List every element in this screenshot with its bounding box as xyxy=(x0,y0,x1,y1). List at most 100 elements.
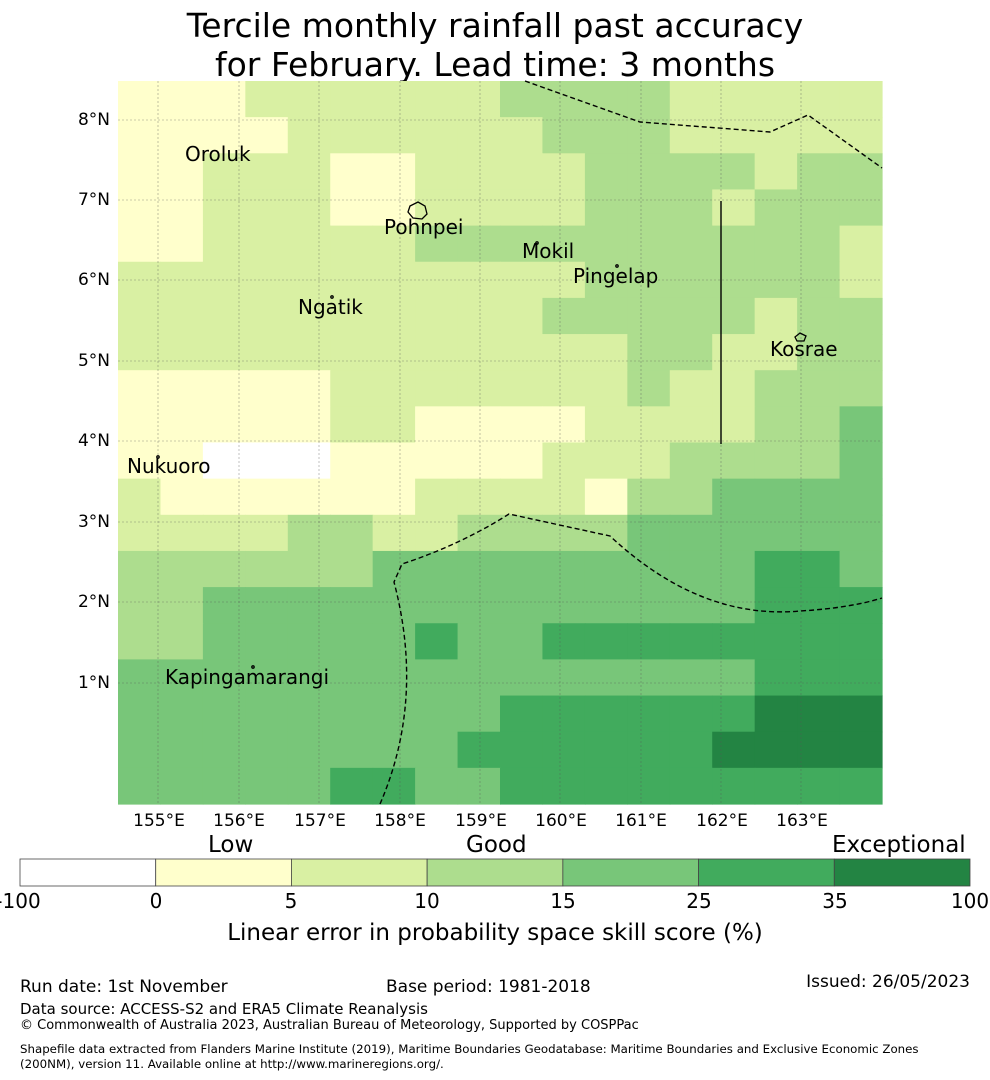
skill-cell xyxy=(118,370,162,407)
nukuoro-atoll xyxy=(156,455,160,459)
skill-cell xyxy=(287,153,331,191)
skill-cell xyxy=(202,370,246,407)
skill-cell xyxy=(754,695,798,733)
skill-cell xyxy=(712,406,756,444)
skill-cell xyxy=(839,587,883,624)
skill-cell xyxy=(287,478,331,516)
skill-cell xyxy=(415,659,459,697)
skill-cell xyxy=(415,297,459,335)
skill-cell xyxy=(712,767,756,805)
skill-cell xyxy=(118,695,162,733)
skill-cell xyxy=(330,117,374,154)
skill-cell xyxy=(839,659,883,697)
skill-cell xyxy=(457,225,501,263)
lon-label-161e: 161°E xyxy=(615,811,667,831)
skill-cell xyxy=(627,334,671,371)
skill-cell xyxy=(754,81,798,118)
colorbar-swatch xyxy=(291,858,428,887)
skill-cell xyxy=(118,189,162,227)
place-label-pingelap: Pingelap xyxy=(573,264,659,288)
skill-cell xyxy=(669,117,713,154)
skill-cell xyxy=(330,623,374,660)
skill-cell xyxy=(415,623,459,660)
skill-cell xyxy=(669,370,713,407)
skill-cell xyxy=(457,767,501,805)
skill-cell xyxy=(500,81,544,118)
skill-cell xyxy=(457,695,501,733)
colorbar-category-exceptional: Exceptional xyxy=(832,832,966,858)
skill-cell xyxy=(160,623,204,660)
skill-cell xyxy=(202,478,246,516)
skill-cell xyxy=(542,189,586,227)
skill-cell xyxy=(669,442,713,480)
skill-cell xyxy=(118,478,162,516)
map-title-line-1: Tercile monthly rainfall past accuracy xyxy=(186,6,804,45)
skill-cell xyxy=(415,514,459,552)
skill-cell xyxy=(754,153,798,191)
skill-cell xyxy=(202,550,246,588)
skill-cell xyxy=(457,478,501,516)
skill-cell xyxy=(330,587,374,624)
skill-cell xyxy=(245,514,289,552)
colorbar-tick: 35 xyxy=(822,889,848,913)
skill-cell xyxy=(287,695,331,733)
colorbar-title: Linear error in probability space skill … xyxy=(227,920,763,946)
skill-cell xyxy=(287,767,331,805)
skill-cell xyxy=(330,442,374,480)
skill-cell xyxy=(797,623,841,660)
skill-cell xyxy=(330,225,374,263)
skill-cell xyxy=(372,767,416,805)
skill-cell xyxy=(457,117,501,154)
colorbar-category-low: Low xyxy=(208,832,254,858)
skill-cell xyxy=(287,659,331,697)
skill-cell xyxy=(500,731,544,769)
skill-cell xyxy=(712,442,756,480)
pingelap-atoll xyxy=(615,264,619,268)
skill-cell xyxy=(712,550,756,588)
skill-cell xyxy=(372,406,416,444)
skill-cell xyxy=(584,406,628,444)
lat-label-3n: 3°N xyxy=(77,512,110,532)
skill-cell xyxy=(754,767,798,805)
skill-cell xyxy=(542,550,586,588)
skill-cell xyxy=(839,623,883,660)
eez-boundary-south xyxy=(379,513,883,805)
skill-cell xyxy=(372,659,416,697)
skill-cell xyxy=(330,297,374,335)
skill-cell xyxy=(797,587,841,624)
place-label-oroluk: Oroluk xyxy=(185,142,251,166)
skill-cell xyxy=(372,225,416,263)
skill-cell xyxy=(754,659,798,697)
skill-cell xyxy=(584,370,628,407)
skill-cell xyxy=(669,297,713,335)
skill-cell xyxy=(457,81,501,118)
skill-cell xyxy=(202,587,246,624)
skill-cell xyxy=(372,478,416,516)
skill-cell xyxy=(372,297,416,335)
skill-cell xyxy=(202,767,246,805)
skill-cell xyxy=(160,406,204,444)
skill-cell xyxy=(542,81,586,118)
skill-cell xyxy=(457,623,501,660)
lat-label-1n: 1°N xyxy=(77,673,110,693)
skill-cell xyxy=(118,550,162,588)
colorbar-tick: 0 xyxy=(149,889,163,913)
skill-cell xyxy=(372,442,416,480)
skill-cell xyxy=(839,406,883,444)
place-label-kapingamarangi: Kapingamarangi xyxy=(165,665,330,689)
skill-cell xyxy=(245,225,289,263)
skill-cell xyxy=(584,767,628,805)
skill-cell xyxy=(839,334,883,371)
colorbar xyxy=(19,858,971,887)
skill-cell xyxy=(287,225,331,263)
skill-cell xyxy=(245,731,289,769)
skill-cell xyxy=(330,370,374,407)
skill-cell xyxy=(118,406,162,444)
skill-cell xyxy=(457,550,501,588)
skill-cell xyxy=(542,695,586,733)
colorbar-swatch xyxy=(426,858,564,887)
skill-cell xyxy=(372,695,416,733)
skill-cell xyxy=(287,442,331,480)
skill-cell xyxy=(542,478,586,516)
